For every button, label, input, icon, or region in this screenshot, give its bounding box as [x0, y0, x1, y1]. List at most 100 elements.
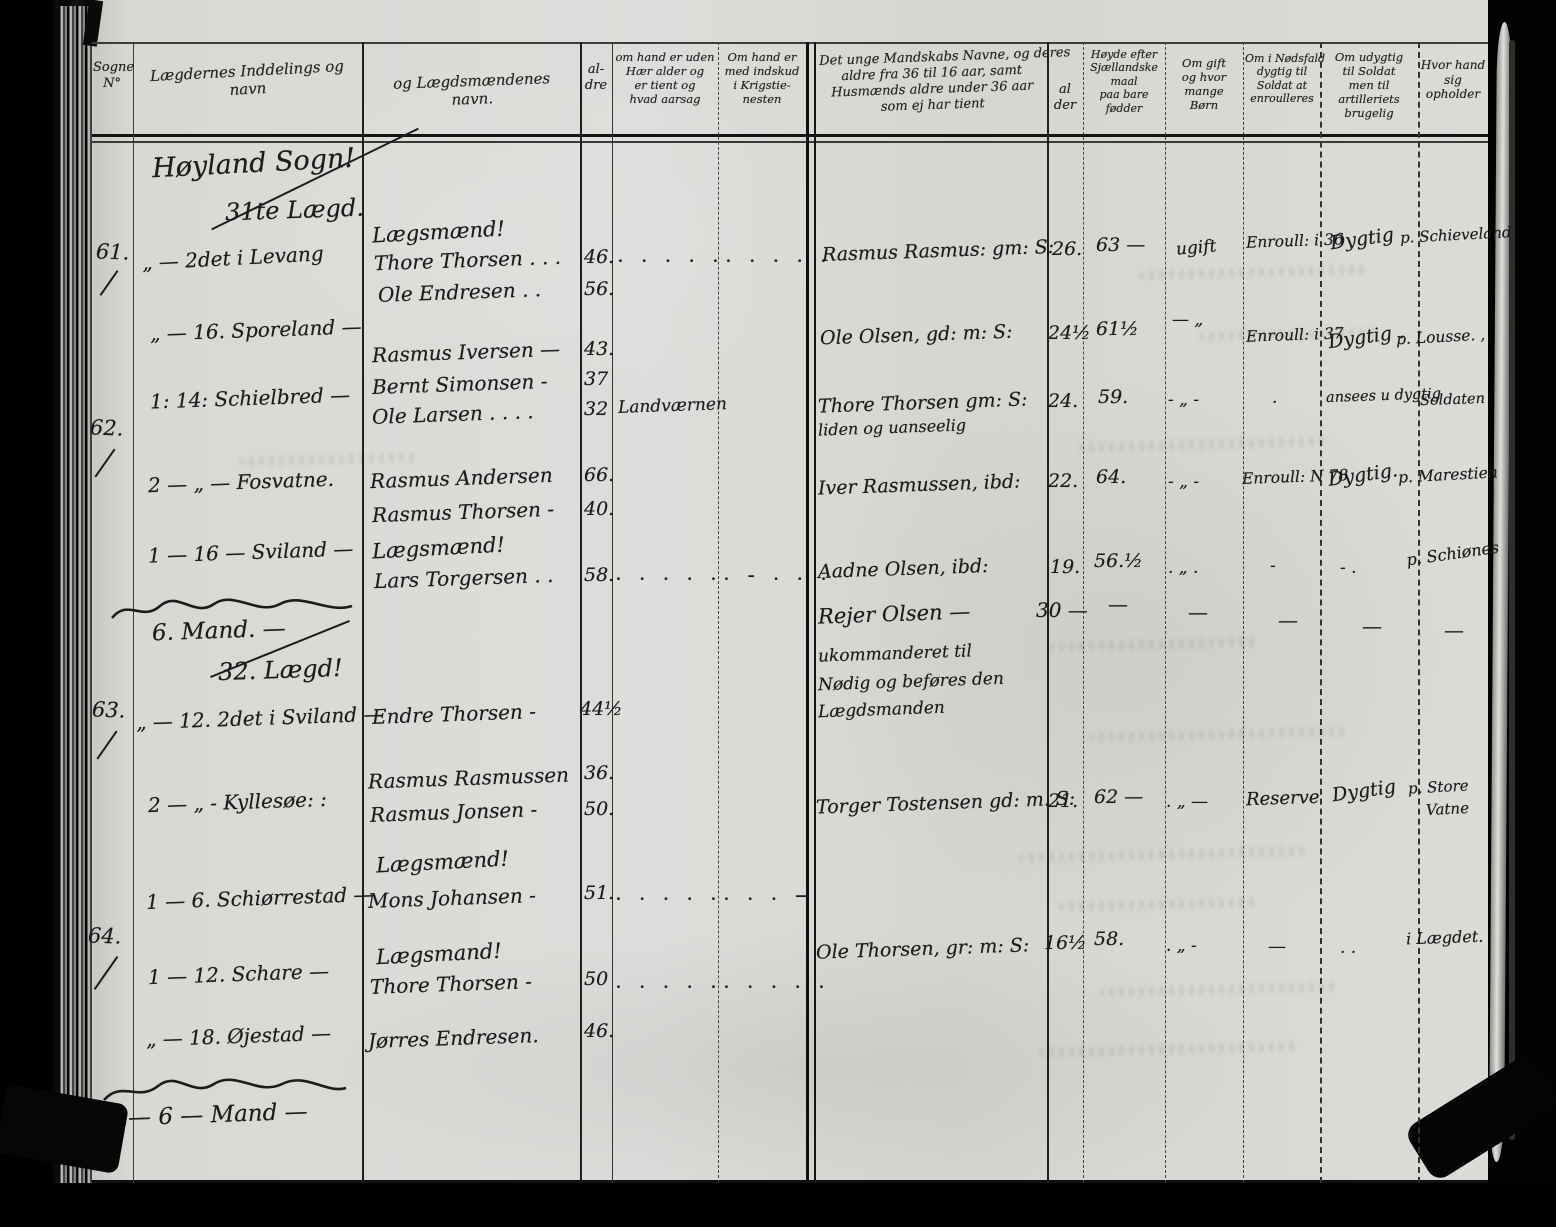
header-col-udygtig: Om udygtig til Soldat men til artillerie…: [1322, 50, 1416, 120]
margin-number: 61.: [95, 239, 130, 265]
laegd-32-heading: 32. Lægd!: [217, 653, 344, 687]
header-col-alder-left: al- dre: [580, 62, 612, 94]
recruit-age: 19.: [1050, 556, 1081, 578]
header-col-hoyde: Høyde efter Sjællandske maal paa bare fø…: [1085, 48, 1163, 115]
header-line: dre: [584, 77, 608, 93]
bottom-scan-border: [0, 1183, 1556, 1227]
man-age: 44½: [580, 698, 623, 720]
marital-status: - „ -: [1168, 472, 1200, 492]
column-rule: [1320, 42, 1322, 1183]
column-rule: [362, 42, 364, 1183]
recruit-height: 56.½: [1094, 550, 1143, 572]
column-rule: [1418, 42, 1420, 1183]
enrollment-note: -: [1270, 556, 1276, 576]
column-rule: [133, 42, 134, 1183]
marital-status: . „ -: [1166, 936, 1197, 956]
header-line: Om hand er: [727, 50, 797, 64]
header-line: mange: [1184, 84, 1224, 99]
header-line: paa bare: [1099, 88, 1149, 102]
residence-note: Soldaten: [1419, 390, 1486, 410]
margin-number: 64.: [87, 923, 122, 949]
column-rule: [1165, 42, 1166, 1183]
page-edges: [58, 6, 92, 1220]
header-line: Sogne: [93, 60, 135, 75]
header-col-ophold: Hvor hand sig opholder: [1420, 58, 1486, 102]
column-rule: [580, 42, 582, 1183]
ditto-dots: . . . —: [724, 888, 817, 904]
residence-note: i Lægdet.: [1405, 926, 1484, 949]
marital-status: — „: [1172, 310, 1204, 330]
marital-status: . „ —: [1166, 792, 1209, 812]
marital-status: . „ .: [1168, 558, 1199, 578]
sum-flourish: [103, 1078, 347, 1101]
header-line: Sjællandske: [1090, 61, 1158, 75]
recruit-height: 62 —: [1094, 786, 1144, 808]
residence-note: p. Store: [1407, 776, 1469, 798]
header-line: brugelig: [1344, 106, 1394, 121]
man-age: 43.: [584, 338, 615, 360]
sum-line: 6. Mand. —: [151, 615, 287, 647]
man-age: 51.: [584, 882, 615, 904]
header-line: Om udygtig: [1334, 50, 1404, 64]
ditto-dots: . . . . .: [726, 250, 833, 266]
ditto-dash: —: [1108, 592, 1128, 616]
header-bottom-rule-2: [92, 141, 1488, 143]
ditto-dots: . . . . .: [616, 976, 723, 992]
header-line: er tient og: [634, 78, 696, 93]
header-line: Om gift: [1182, 56, 1226, 70]
man-age: 46.: [584, 246, 615, 268]
enrollment-note: .: [1272, 388, 1278, 408]
laegd-31-heading: 31te Lægd.: [224, 193, 365, 227]
header-line: dygtig til: [1256, 65, 1308, 79]
header-line: opholder: [1425, 87, 1481, 102]
column-rule: [1083, 42, 1084, 1183]
ditto-dots: . . . . .: [616, 568, 723, 584]
recruit-height: 63 —: [1096, 234, 1146, 256]
recruit-age: 30 —: [1036, 598, 1088, 622]
marital-status: - „ -: [1168, 390, 1200, 410]
header-line: sig: [1444, 72, 1462, 87]
margin-number: 63.: [91, 697, 126, 723]
fitness-note: - .: [1340, 558, 1357, 578]
header-line: i Krigstie-: [733, 78, 791, 93]
header-line: med indskud: [724, 64, 800, 79]
header-line: til Soldat: [1342, 64, 1396, 79]
center-divider-rule-2: [814, 42, 816, 1183]
header-line: maal: [1110, 74, 1138, 88]
header-line: al-: [587, 62, 605, 77]
header-bottom-rule: [92, 134, 1488, 137]
landvaern-note: Landværnen: [617, 394, 728, 418]
header-line: N°: [103, 75, 121, 91]
header-line: Høyde efter: [1090, 48, 1158, 61]
header-line: Børn: [1189, 98, 1219, 113]
header-line: om hand er uden: [615, 50, 715, 64]
header-line: Hær alder og: [625, 64, 705, 79]
header-col-maend: og Lægdsmændenes navn.: [371, 69, 572, 113]
ditto-dots: . – . . .: [724, 568, 833, 584]
man-age: 58.: [584, 564, 615, 586]
sum-flourish: [110, 598, 353, 619]
man-age: 37: [584, 368, 609, 390]
fitness-note: . .: [1340, 938, 1357, 958]
enrollment-note: Reserve: [1245, 786, 1320, 811]
residence-note-2: Vatne: [1425, 798, 1470, 820]
recruit-age: 16½: [1044, 932, 1087, 954]
header-line: og hvor: [1181, 70, 1227, 85]
recruit-height: 59.: [1098, 386, 1129, 408]
ditto-dash: —: [1362, 614, 1382, 638]
header-line: hvad aarsag: [629, 92, 701, 107]
man-age: 50: [584, 968, 609, 990]
marital-status: ugift: [1175, 236, 1218, 260]
recruit-age: 24.: [1048, 390, 1079, 412]
man-age: 46.: [584, 1020, 615, 1042]
recruit-age: 22.: [1048, 470, 1079, 492]
table-bottom-rule: [92, 1180, 1488, 1183]
man-age: 66.: [584, 464, 615, 486]
recruit-height: 64.: [1096, 466, 1127, 488]
page-curl-shadow: [1509, 40, 1515, 1140]
center-divider-rule: [806, 42, 809, 1183]
header-line: der: [1053, 97, 1077, 113]
man-age: 50.: [584, 798, 615, 820]
recruit-height: 58.: [1094, 928, 1125, 950]
